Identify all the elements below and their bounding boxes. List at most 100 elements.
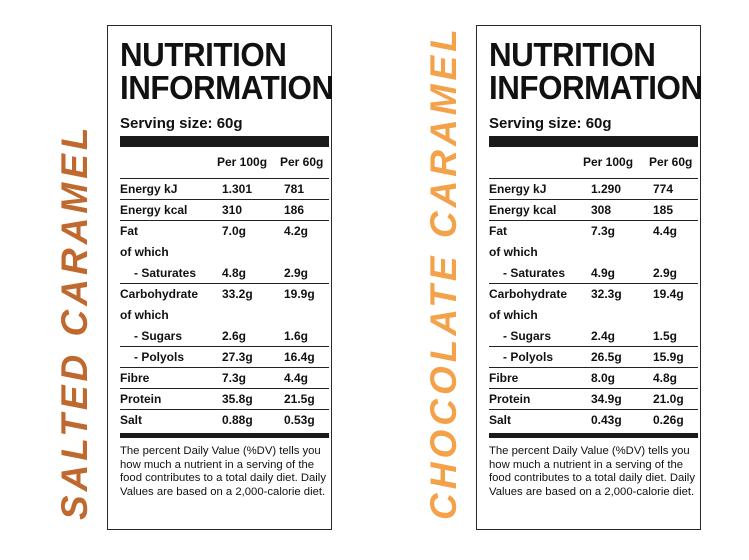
table-row: Protein 35.8g 21.5g [120,389,329,410]
table-row: Energy kcal 310 186 [120,200,329,221]
table-row: of which [489,242,698,263]
value-per-60g: 19.9g [284,287,315,301]
nutrient-label: - Sugars [503,329,552,343]
nutrient-label: Fibre [489,371,519,385]
serving-size: Serving size: 60g [489,115,612,132]
header-divider [120,136,329,147]
nutrient-label: Fat [489,224,507,238]
nutrient-label: Fat [120,224,138,238]
value-per-60g: 15.9g [653,350,684,364]
value-per-60g: 4.4g [653,224,678,238]
nutrition-panel-chocolate-caramel: NUTRITION INFORMATION Serving size: 60g … [476,25,703,530]
table-row: - Sugars 2.6g 1.6g [120,326,329,347]
value-per-100g: 26.5g [591,350,622,364]
table-top-rule [489,178,698,179]
value-per-60g: 21.5g [284,392,315,406]
nutrient-label: Fibre [120,371,150,385]
value-per-100g: 32.3g [591,287,622,301]
nutrient-label: - Polyols [503,350,554,364]
value-per-60g: 1.5g [653,329,678,343]
serving-size: Serving size: 60g [120,115,243,132]
value-per-100g: 7.3g [222,371,247,385]
value-per-60g: 186 [284,203,305,217]
table-row: Fat 7.3g 4.4g [489,221,698,242]
value-per-100g: 310 [222,203,243,217]
column-header-per-60g: Per 60g [649,155,693,169]
table-row: Salt 0.88g 0.53g [120,410,329,431]
table-row: Carbohydrate 33.2g 19.9g [120,284,329,305]
column-header-per-60g: Per 60g [280,155,324,169]
table-row: Carbohydrate 32.3g 19.4g [489,284,698,305]
nutrient-label: Energy kcal [120,203,188,217]
nutrient-label: Energy kcal [489,203,557,217]
value-per-100g: 35.8g [222,392,253,406]
nutrient-label: Carbohydrate [489,287,568,301]
value-per-100g: 7.3g [591,224,616,238]
nutrient-label: - Saturates [134,266,197,280]
value-per-100g: 4.9g [591,266,616,280]
value-per-60g: 4.2g [284,224,309,238]
nutrient-table: Energy kJ 1.301 781 Energy kcal 310 186 Fat 7… [120,178,329,431]
value-per-100g: 0.43g [591,413,622,427]
table-row: - Saturates 4.8g 2.9g [120,263,329,284]
nutrient-label: - Saturates [503,266,566,280]
value-per-100g: 4.8g [222,266,247,280]
nutrient-label: - Sugars [134,329,183,343]
footer-divider [489,433,698,438]
nutrient-table: Energy kJ 1.290 774 Energy kcal 308 185 Fat 7… [489,178,698,431]
nutrient-label: of which [120,308,169,322]
table-row: of which [120,305,329,326]
table-row: Fibre 8.0g 4.8g [489,368,698,389]
nutrient-label: Protein [489,392,531,406]
value-per-60g: 774 [653,182,674,196]
value-per-100g: 33.2g [222,287,253,301]
value-per-60g: 781 [284,182,305,196]
nutrition-panel-salted-caramel: NUTRITION INFORMATION Serving size: 60g … [107,25,334,530]
column-header-per-100g: Per 100g [217,155,268,169]
value-per-60g: 1.6g [284,329,309,343]
nutrient-label: Energy kJ [120,182,178,196]
flavor-label-salted-caramel: SALTED CARAMEL [54,123,95,520]
title-line-2: INFORMATION [489,69,703,106]
table-row: - Sugars 2.4g 1.5g [489,326,698,347]
value-per-60g: 0.26g [653,413,684,427]
title-line-2: INFORMATION [120,69,334,106]
value-per-60g: 19.4g [653,287,684,301]
flavor-label-chocolate-caramel: CHOCOLATE CARAMEL [423,25,464,520]
title-line-1: NUTRITION [120,36,287,73]
nutrient-label: Energy kJ [489,182,547,196]
title-line-1: NUTRITION [489,36,656,73]
value-per-60g: 0.53g [284,413,315,427]
table-row: Energy kJ 1.290 774 [489,179,698,200]
value-per-60g: 2.9g [653,266,678,280]
table-row: Salt 0.43g 0.26g [489,410,698,431]
table-row: Fibre 7.3g 4.4g [120,368,329,389]
value-per-60g: 2.9g [284,266,309,280]
table-row: of which [120,242,329,263]
panel-title: NUTRITION INFORMATION [120,36,334,106]
value-per-100g: 308 [591,203,612,217]
value-per-100g: 34.9g [591,392,622,406]
footer-divider [120,433,329,438]
value-per-60g: 4.8g [653,371,678,385]
value-per-100g: 2.6g [222,329,247,343]
header-divider [489,136,698,147]
nutrient-label: Carbohydrate [120,287,199,301]
table-row: Energy kcal 308 185 [489,200,698,221]
nutrient-label: Salt [120,413,143,427]
value-per-100g: 2.4g [591,329,616,343]
daily-value-footnote: The percent Daily Value (%DV) tells you … [120,445,326,498]
nutrient-label: Salt [489,413,512,427]
column-header-per-100g: Per 100g [583,155,634,169]
value-per-60g: 4.4g [284,371,309,385]
value-per-100g: 8.0g [591,371,616,385]
table-row: of which [489,305,698,326]
nutrient-label: Protein [120,392,162,406]
nutrient-label: of which [489,245,538,259]
table-row: Fat 7.0g 4.2g [120,221,329,242]
table-row: - Polyols 26.5g 15.9g [489,347,698,368]
table-top-rule [120,178,329,179]
value-per-100g: 1.301 [222,182,253,196]
daily-value-footnote: The percent Daily Value (%DV) tells you … [489,445,695,498]
value-per-100g: 0.88g [222,413,253,427]
